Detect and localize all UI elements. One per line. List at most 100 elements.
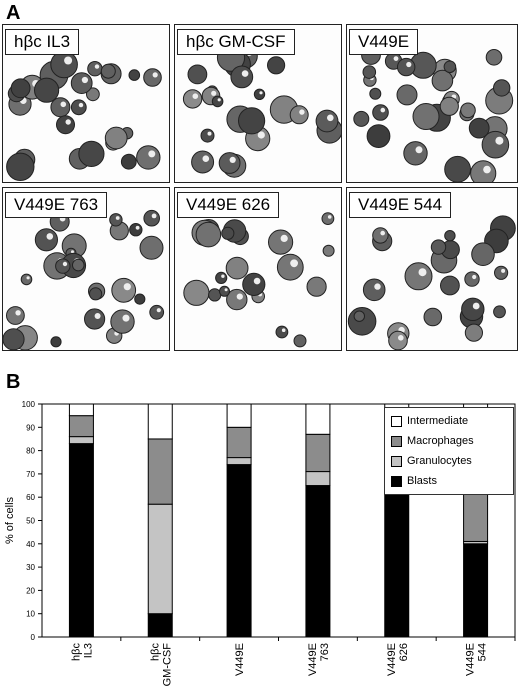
bar-segment-macrophages	[68, 415, 94, 438]
cell-texture	[3, 209, 165, 350]
cell-vacuole	[156, 308, 161, 313]
cell-blob	[423, 307, 443, 327]
bar-segment-granulocytes	[68, 436, 94, 445]
cell-vacuole	[60, 101, 67, 108]
legend-swatch-granulocytes	[391, 455, 402, 467]
cell-vacuole	[151, 213, 157, 219]
bar-segment-intermediate	[147, 403, 173, 440]
cell-blob	[215, 271, 228, 285]
cell-blob	[444, 230, 456, 242]
cell-vacuole	[192, 93, 199, 99]
cell-vacuole	[224, 288, 228, 292]
cell-blob	[461, 297, 485, 322]
cell-blob	[440, 275, 460, 296]
chart-legend: Intermediate Macrophages Granulocytes Bl…	[384, 407, 514, 495]
cell-vacuole	[290, 259, 298, 268]
cell-blob	[397, 57, 416, 77]
cell-blob	[238, 107, 266, 135]
cell-blob	[444, 155, 471, 182]
x-tick-label-line: GM-CSF	[161, 643, 173, 687]
cell-blob	[33, 77, 60, 103]
y-tick-label: 10	[26, 610, 35, 619]
cell-vacuole	[241, 70, 249, 77]
cell-blob	[187, 64, 208, 85]
cell-vacuole	[472, 274, 477, 280]
cell-vacuole	[65, 119, 71, 125]
panel-b-letter: B	[6, 371, 21, 393]
cell-vacuole	[217, 98, 221, 102]
y-tick-label: 50	[26, 517, 35, 526]
x-tick-label-line: 763	[319, 643, 331, 661]
cell-vacuole	[259, 91, 263, 95]
cell-blob	[50, 50, 78, 79]
legend-entry-intermediate: Intermediate	[391, 413, 468, 429]
bar-segment-blasts	[384, 466, 410, 638]
cell-vacuole	[483, 165, 491, 174]
cell-vacuole	[236, 293, 243, 300]
cell-texture	[347, 215, 516, 350]
cell-blob	[275, 325, 289, 339]
cell-blob	[403, 141, 428, 166]
cell-blob	[412, 103, 440, 130]
cell-blob	[3, 328, 25, 350]
cell-vacuole	[202, 155, 210, 162]
cell-blob	[218, 152, 241, 174]
bar-segment-intermediate	[226, 403, 252, 428]
cell-blob	[87, 61, 103, 77]
cell-vacuole	[15, 310, 21, 316]
y-tick-label: 90	[26, 423, 35, 432]
y-tick-label: 70	[26, 470, 35, 479]
cell-blob	[362, 278, 386, 302]
legend-label: Macrophages	[407, 435, 474, 447]
cell-blob	[72, 258, 85, 272]
cell-vacuole	[327, 215, 332, 219]
cell-vacuole	[415, 146, 423, 154]
cell-blob	[388, 330, 408, 350]
cell-vacuole	[229, 156, 236, 163]
legend-label: Granulocytes	[407, 455, 472, 467]
cell-blob	[6, 152, 35, 182]
y-tick-label: 0	[31, 633, 36, 642]
micrograph-v449e-544: V449E 544	[346, 187, 518, 351]
x-tick-label-line: hβc	[149, 643, 161, 661]
cell-blob	[289, 105, 309, 125]
y-tick-label: 30	[26, 563, 35, 572]
cell-blob	[56, 115, 75, 135]
cell-vacuole	[46, 233, 54, 240]
cell-vacuole	[406, 61, 412, 68]
bar-segment-blasts	[147, 613, 173, 638]
legend-entry-macrophages: Macrophages	[391, 433, 474, 449]
x-tick-label-line: IL3	[82, 643, 94, 658]
cell-vacuole	[380, 230, 385, 236]
y-tick-label: 100	[22, 400, 36, 409]
micrograph-label: hβc IL3	[5, 29, 80, 55]
cell-vacuole	[62, 261, 68, 267]
cell-blob	[89, 287, 103, 301]
cell-blob	[129, 223, 143, 237]
legend-swatch-macrophages	[391, 435, 402, 447]
x-tick-label: V449E544	[465, 643, 489, 676]
cell-blob	[430, 239, 447, 255]
legend-label: Blasts	[407, 475, 437, 487]
cell-vacuole	[94, 313, 101, 319]
cell-blob	[20, 273, 33, 286]
cell-texture	[6, 50, 162, 182]
legend-swatch-intermediate	[391, 415, 402, 427]
cell-texture	[353, 45, 514, 182]
cell-blob	[230, 65, 254, 89]
micrograph-hbc-il3: hβc IL3	[2, 24, 170, 183]
cell-vacuole	[115, 216, 120, 220]
legend-swatch-blasts	[391, 475, 402, 487]
x-tick-label-line: 544	[477, 643, 489, 661]
cell-vacuole	[122, 314, 130, 322]
x-tick-label-line: V449E	[465, 643, 477, 676]
micrograph-hbc-gm-csf: hβc GM-CSF	[174, 24, 342, 183]
x-tick-label-line: V449E	[234, 643, 246, 676]
cell-blob	[10, 78, 31, 99]
cell-blob	[70, 99, 87, 116]
cell-blob	[208, 288, 222, 302]
cell-blob	[322, 244, 335, 257]
cell-vacuole	[374, 283, 381, 290]
cell-blob	[276, 253, 304, 281]
cell-blob	[100, 63, 116, 79]
